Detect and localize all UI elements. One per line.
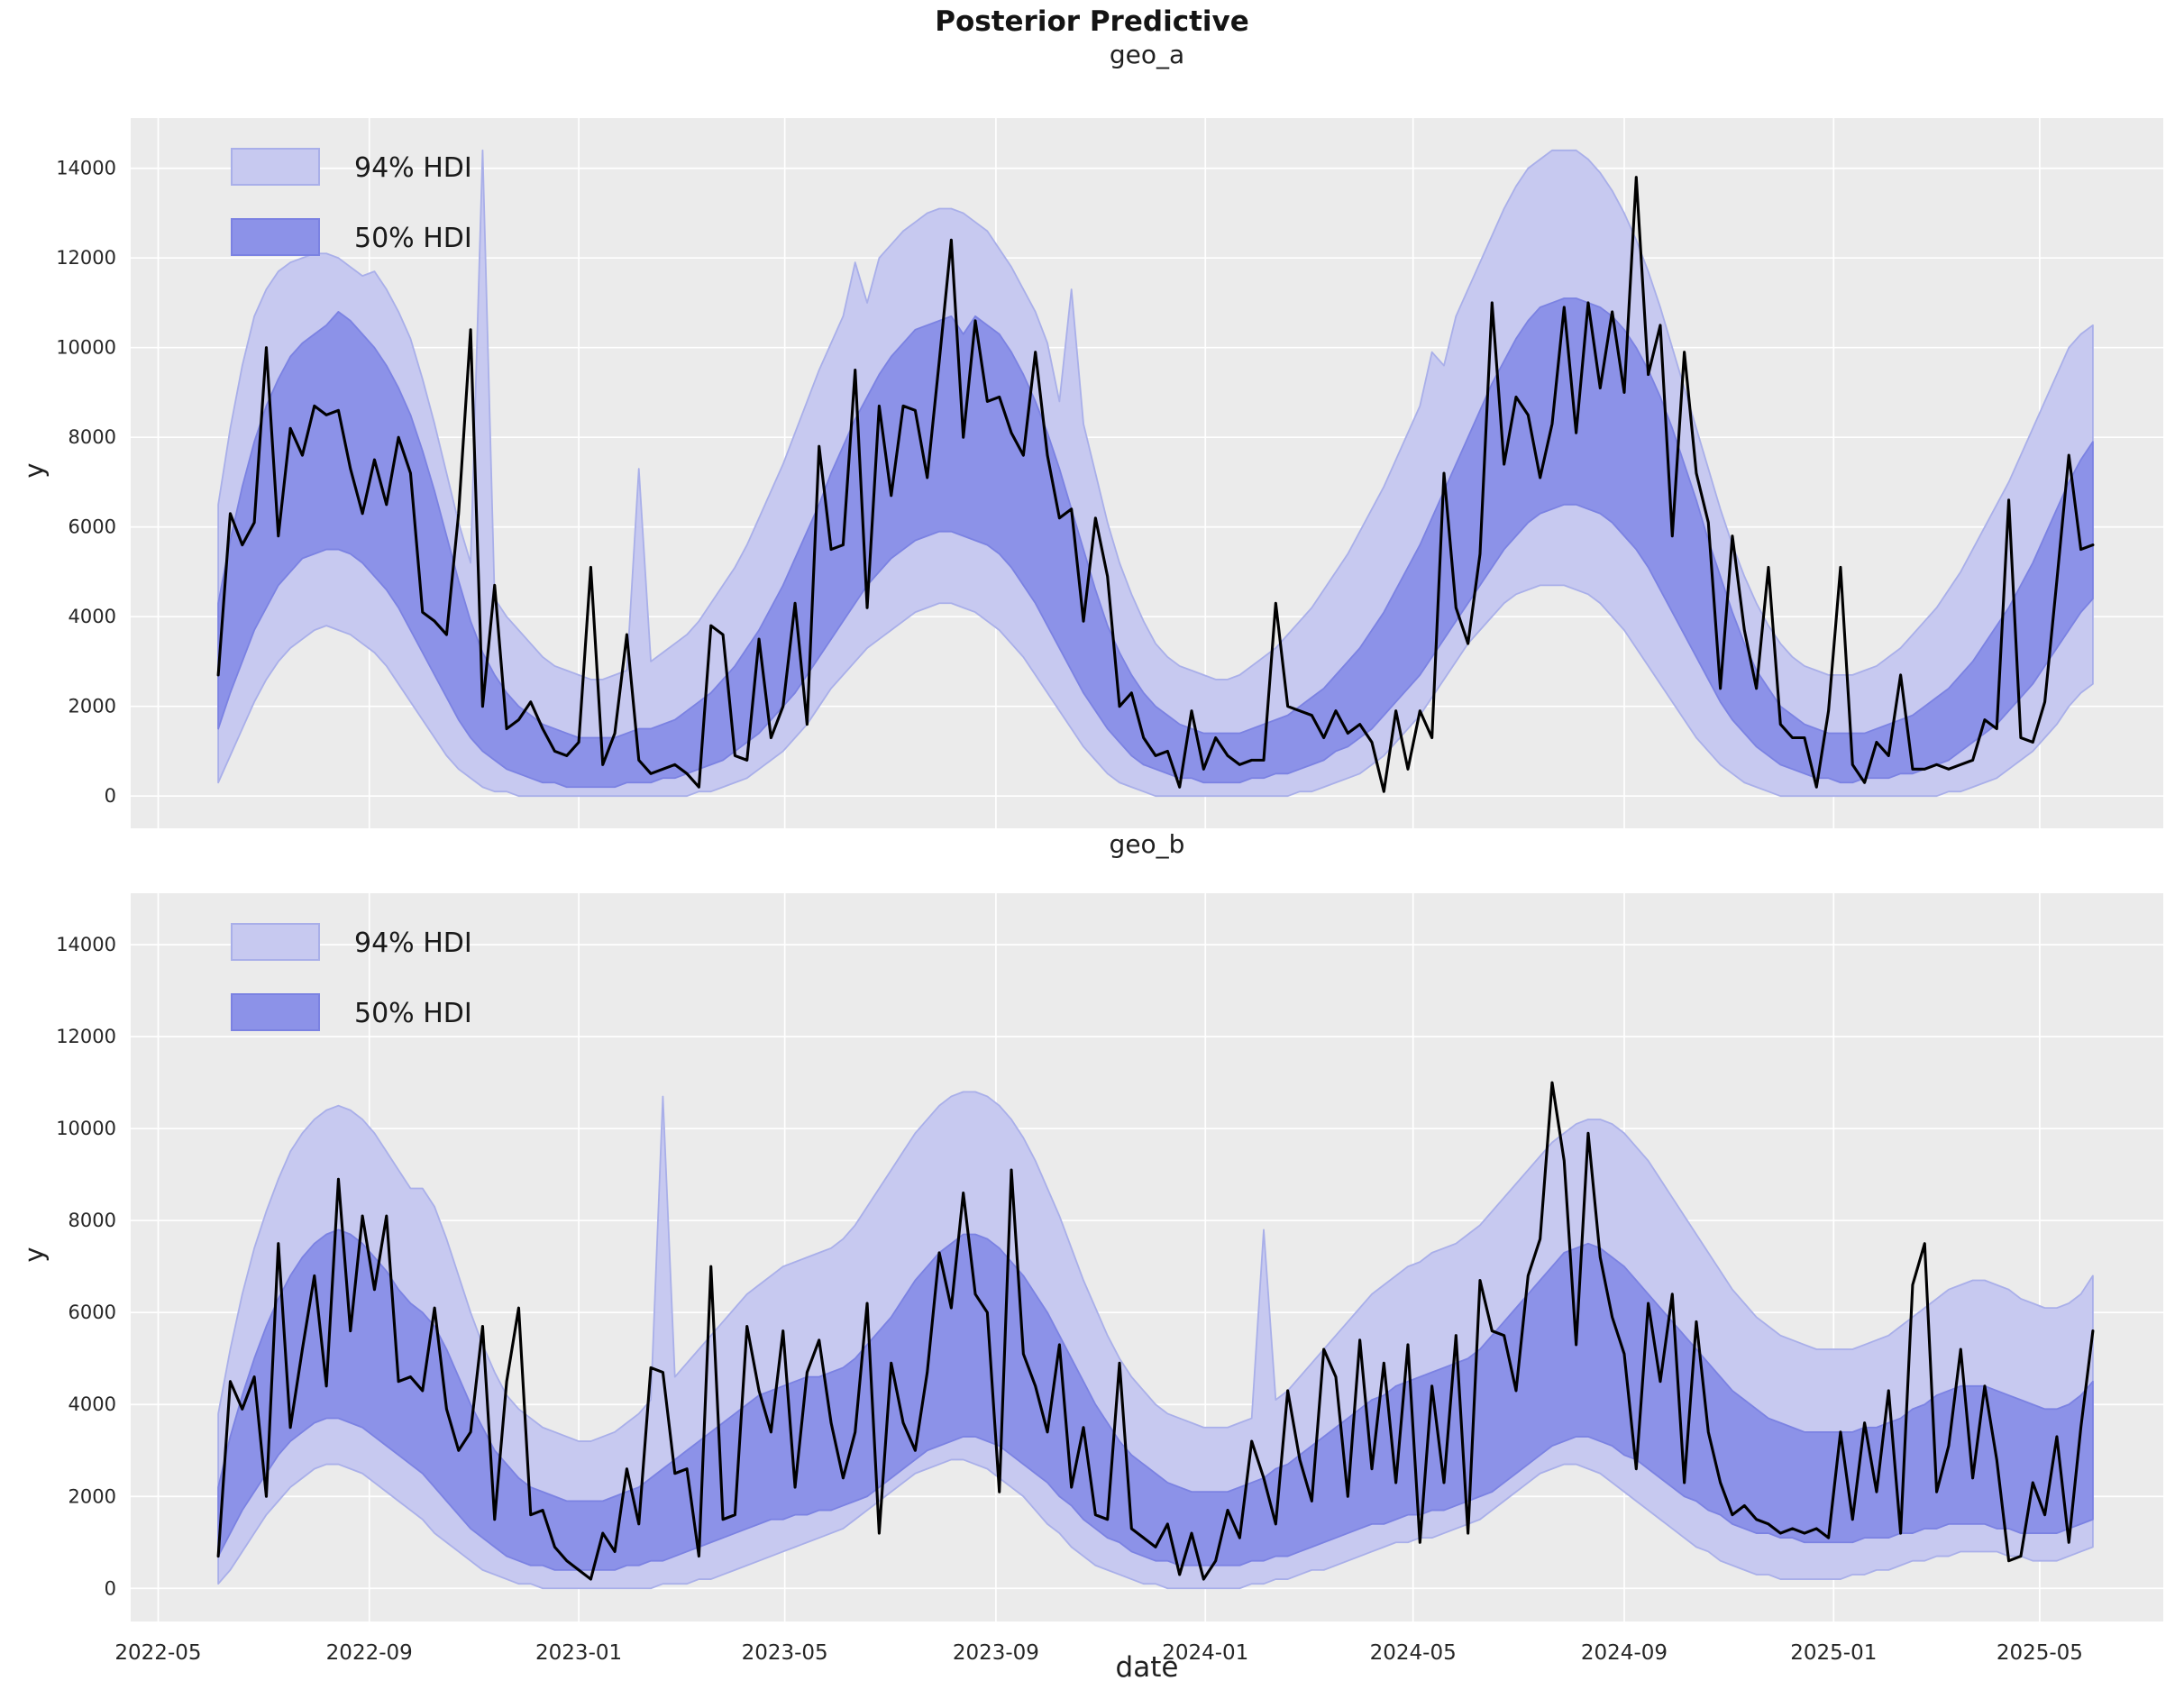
y-tick-label: 12000 (56, 247, 116, 269)
legend-swatch-50-hdi (231, 993, 320, 1031)
x-tick-label: 2025-01 (1790, 1641, 1877, 1665)
subplot-title-geo-a: geo_a (1109, 40, 1185, 69)
x-tick-label: 2025-05 (1997, 1641, 2083, 1665)
y-tick-label: 8000 (69, 426, 116, 448)
legend: 94% HDI 50% HDI (231, 923, 472, 1031)
hdi-94-band (217, 149, 2094, 798)
legend-label: 94% HDI (354, 927, 472, 959)
x-tick-label: 2023-01 (535, 1641, 622, 1665)
legend-label: 50% HDI (354, 223, 472, 254)
subplot-geo_a: 0 2000 4000 6000 8000 10000 12000 14000 94% HDI 5… (56, 118, 2163, 828)
observed-line (216, 176, 2095, 793)
x-tick-label: 2023-09 (953, 1641, 1039, 1665)
x-tick-label: 2023-05 (742, 1641, 828, 1665)
y-tick-label: 10000 (56, 1118, 116, 1139)
x-tick-label: 2022-05 (114, 1641, 201, 1665)
y-tick-label: 14000 (56, 934, 116, 955)
y-tick-label: 6000 (69, 516, 116, 538)
y-tick-label: 0 (105, 1577, 116, 1599)
legend: 94% HDI 50% HDI (231, 148, 472, 256)
legend-label: 94% HDI (354, 152, 472, 184)
y-tick-label: 4000 (69, 606, 116, 627)
x-tick-label: 2024-09 (1581, 1641, 1668, 1665)
y-tick-label: 8000 (69, 1210, 116, 1231)
x-tick-label: 2024-01 (1162, 1641, 1248, 1665)
x-tick-label: 2024-05 (1370, 1641, 1457, 1665)
legend-swatch-94-hdi (231, 148, 320, 186)
y-tick-label: 0 (105, 785, 116, 807)
y-tick-label: 12000 (56, 1026, 116, 1047)
legend-label: 50% HDI (354, 998, 472, 1029)
hdi-50-band (217, 1229, 2094, 1571)
y-tick-label: 4000 (69, 1393, 116, 1415)
hdi-50-band (217, 297, 2094, 789)
x-tick-label: 2022-09 (326, 1641, 413, 1665)
figure-suptitle: Posterior Predictive (935, 5, 1249, 38)
subplot-geo_b: 0 2000 4000 6000 8000 10000 12000 14000 2022-05 2… (56, 893, 2163, 1665)
x-axis-label: date (1115, 1651, 1179, 1684)
y-tick-label: 6000 (69, 1302, 116, 1323)
legend-swatch-50-hdi (231, 218, 320, 256)
legend-swatch-94-hdi (231, 923, 320, 961)
y-tick-label: 2000 (69, 696, 116, 717)
y-tick-label: 2000 (69, 1485, 116, 1507)
observed-line (216, 1081, 2095, 1581)
y-tick-label: 10000 (56, 337, 116, 359)
subplot-title-geo-b: geo_b (1109, 829, 1185, 859)
y-tick-label: 14000 (56, 158, 116, 179)
